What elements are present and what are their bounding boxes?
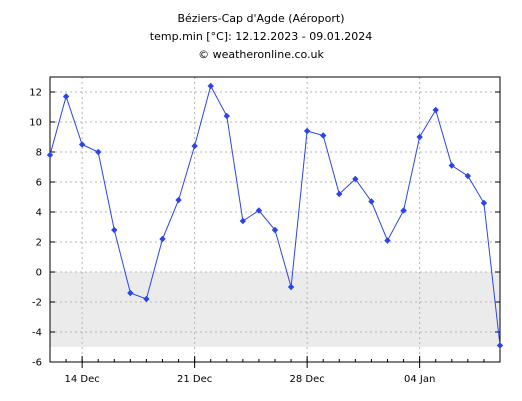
data-point bbox=[78, 141, 86, 148]
data-point bbox=[448, 162, 455, 169]
data-point bbox=[111, 226, 118, 234]
data-point bbox=[352, 175, 359, 183]
data-point bbox=[480, 199, 488, 207]
data-point bbox=[368, 198, 375, 205]
data-point bbox=[46, 151, 54, 159]
data-point bbox=[432, 106, 439, 114]
data-point bbox=[400, 207, 407, 214]
data-point bbox=[191, 142, 198, 150]
data-point bbox=[127, 289, 134, 297]
y-tick-label: 12 bbox=[29, 88, 42, 99]
y-tick-label: 10 bbox=[29, 118, 42, 129]
data-point bbox=[95, 148, 102, 156]
data-point bbox=[271, 226, 279, 234]
x-tick-label: 21 Dec bbox=[177, 374, 212, 385]
data-point bbox=[255, 207, 263, 214]
data-point bbox=[62, 93, 70, 100]
data-point bbox=[159, 235, 166, 243]
y-tick-label: 2 bbox=[36, 238, 42, 249]
data-point bbox=[239, 217, 247, 225]
data-point bbox=[287, 283, 295, 291]
below-zero-band bbox=[50, 272, 500, 347]
data-point bbox=[320, 132, 327, 139]
y-tick-label: -4 bbox=[32, 328, 42, 339]
x-tick-label: 14 Dec bbox=[65, 374, 100, 385]
y-tick-label: 8 bbox=[36, 148, 42, 159]
data-point bbox=[496, 342, 504, 349]
data-point bbox=[303, 127, 311, 135]
chart-credit: © weatheronline.co.uk bbox=[198, 48, 324, 61]
data-point bbox=[336, 190, 343, 198]
data-point bbox=[464, 172, 472, 180]
y-tick-label: 0 bbox=[36, 268, 42, 279]
data-point bbox=[223, 112, 230, 120]
y-tick-label: 6 bbox=[36, 178, 42, 189]
data-point bbox=[207, 82, 214, 90]
chart-subtitle: temp.min [°C]: 12.12.2023 - 09.01.2024 bbox=[149, 30, 373, 43]
x-tick-label: 28 Dec bbox=[290, 374, 325, 385]
y-tick-label: 4 bbox=[36, 208, 42, 219]
x-tick-label: 04 Jan bbox=[404, 374, 435, 385]
data-point bbox=[143, 295, 150, 303]
chart-title: Béziers-Cap d'Agde (Aéroport) bbox=[177, 12, 345, 25]
data-point bbox=[384, 237, 391, 244]
data-point bbox=[175, 196, 182, 204]
y-tick-label: -2 bbox=[32, 298, 42, 309]
y-tick-label: -6 bbox=[32, 358, 42, 369]
data-point bbox=[416, 133, 423, 141]
